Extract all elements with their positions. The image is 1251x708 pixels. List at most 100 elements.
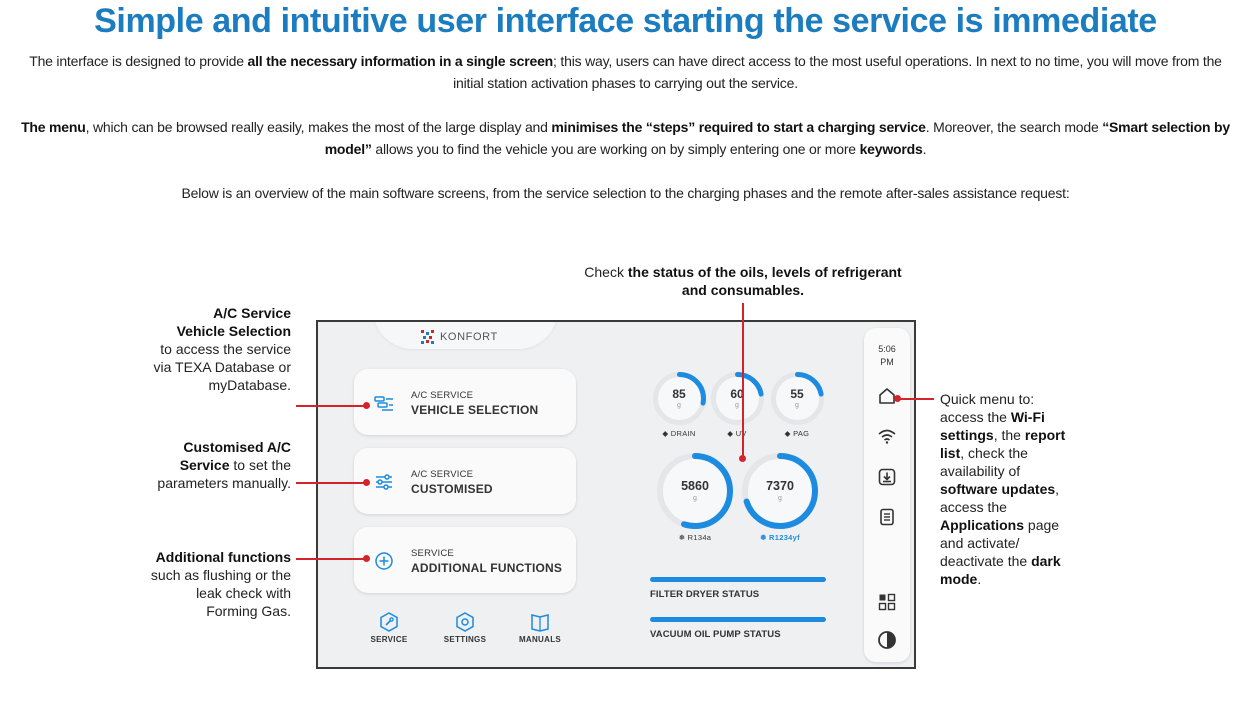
manuals-nav-label: MANUALS <box>518 635 562 644</box>
big-gauge-unit: g <box>778 495 782 503</box>
big-gauge: 7370 g <box>740 451 820 531</box>
download-update-icon[interactable] <box>877 467 897 487</box>
additional-functions-card[interactable]: SERVICE ADDITIONAL FUNCTIONS <box>354 527 576 593</box>
big-gauge-ring <box>742 453 818 529</box>
vacuum-oil-pump-status-label: VACUUM OIL PUMP STATUS <box>650 629 781 640</box>
gauge-fill-arc <box>770 371 824 425</box>
big-gauge-ring <box>657 453 733 529</box>
annotation-customised: Customised A/C Service to set the parame… <box>150 438 291 492</box>
dark-mode-icon[interactable] <box>877 630 897 650</box>
vehicle-list-icon <box>374 396 393 411</box>
small-gauge-label: ◆ PAG <box>757 429 837 438</box>
big-gauge-value: 7370 <box>766 479 794 494</box>
konfort-logo-icon <box>421 330 434 344</box>
card-small-label: SERVICE <box>411 548 454 559</box>
applications-grid-icon[interactable] <box>877 592 897 612</box>
manuals-nav-button[interactable]: MANUALS <box>510 612 570 644</box>
wifi-icon[interactable] <box>877 426 897 446</box>
gauge-fill-arc <box>710 371 764 425</box>
annotation-vehicle-title-2: Vehicle Selection <box>176 323 291 339</box>
menu-text-g: keywords <box>859 141 923 157</box>
vacuum-oil-pump-status-bar <box>650 617 826 622</box>
callout-dot-status <box>739 455 746 462</box>
filter-dryer-status-bar <box>650 577 826 582</box>
drop-icon: ◆ <box>784 428 794 438</box>
gauge-fill-arc <box>657 453 733 529</box>
quick-text-g: , access the <box>940 481 1060 515</box>
small-gauge-unit: g <box>795 402 799 410</box>
big-gauge-label: ❅ R134a <box>655 533 735 542</box>
filter-dryer-status-label: FILTER DRYER STATUS <box>650 589 760 600</box>
service-nav-button[interactable]: SERVICE <box>359 612 419 644</box>
brand-name: KONFORT <box>440 331 498 343</box>
quick-text-i: page and activate/ deactivate the <box>940 517 1060 569</box>
overview-paragraph: Below is an overview of the main softwar… <box>181 185 1070 201</box>
clock-time: 5:06 <box>878 344 896 354</box>
annotation-status-text-b: the status of the oils, levels of refrig… <box>627 264 902 298</box>
settings-nav-button[interactable]: SETTINGS <box>435 612 495 644</box>
menu-text-c: minimises the “steps” required to start … <box>551 119 926 135</box>
small-gauge-label-text: DRAIN <box>670 428 696 438</box>
callout-line-status <box>742 303 744 458</box>
snowflake-icon: ❅ <box>678 533 688 542</box>
service-nav-label: SERVICE <box>370 635 408 644</box>
small-gauge-ring <box>770 371 824 425</box>
quick-text-j: dark mode <box>940 553 1061 587</box>
card-big-label: VEHICLE SELECTION <box>411 403 539 417</box>
settings-nav-label: SETTINGS <box>443 635 487 644</box>
menu-text-b: , which can be browsed really easily, ma… <box>85 119 552 135</box>
quick-menu: 5:06 PM <box>864 328 910 662</box>
home-icon[interactable] <box>877 386 897 406</box>
drop-icon: ◆ <box>727 428 736 438</box>
callout-dot-customised <box>363 479 370 486</box>
vehicle-selection-card[interactable]: A/C SERVICE VEHICLE SELECTION <box>354 369 576 435</box>
small-gauge-unit: g <box>735 402 739 410</box>
intro-text-a: The interface is designed to provide <box>29 53 248 69</box>
report-list-icon[interactable] <box>877 507 897 527</box>
big-gauge-unit: g <box>693 495 697 503</box>
clock-ampm: PM <box>880 357 894 367</box>
small-gauge-value: 85 <box>672 386 686 401</box>
customised-card[interactable]: A/C SERVICE CUSTOMISED <box>354 448 576 514</box>
small-gauge-ring <box>710 371 764 425</box>
small-gauge-label: ◆ DRAIN <box>639 429 719 438</box>
menu-text-a: The menu <box>21 119 86 135</box>
small-gauge: 55 g <box>769 370 826 427</box>
small-gauge: 60 g <box>709 370 766 427</box>
menu-text-d: . Moreover, the search mode <box>925 119 1103 135</box>
quick-text-e: , check the availability of <box>940 445 1028 479</box>
big-gauge: 5860 g <box>655 451 735 531</box>
small-gauge-ring <box>652 371 706 425</box>
big-gauge-label-text: R134a <box>687 533 712 542</box>
gauge-fill-arc <box>652 371 706 425</box>
annotation-vehicle-text: to access the service via TEXA Database … <box>153 341 291 393</box>
annotation-additional-title: Additional functions <box>155 549 291 565</box>
brand-logo: KONFORT <box>420 329 498 345</box>
annotation-status: Check the status of the oils, levels of … <box>578 263 908 299</box>
annotation-vehicle-title-1: A/C Service <box>213 305 291 321</box>
quick-text-c: , the <box>993 427 1025 443</box>
small-gauge: 85 g <box>651 370 708 427</box>
annotation-vehicle-selection: A/C Service Vehicle Selection to access … <box>150 304 291 394</box>
small-gauge-label-text: UV <box>736 429 747 438</box>
quick-text-b: Wi-Fi settings <box>940 409 1045 443</box>
card-big-label: CUSTOMISED <box>411 482 493 496</box>
annotation-additional-text: such as flushing or the leak check with … <box>150 567 291 619</box>
callout-line-customised <box>296 482 366 484</box>
settings-icon <box>456 612 474 632</box>
manual-book-icon <box>531 614 549 632</box>
small-gauge-value: 55 <box>790 386 804 401</box>
intro-paragraph: The interface is designed to provide all… <box>20 50 1231 94</box>
quick-text-f: software updates <box>940 481 1056 497</box>
card-small-label: A/C SERVICE <box>411 469 474 480</box>
card-small-label: A/C SERVICE <box>411 390 474 401</box>
page-title: Simple and intuitive user interface star… <box>94 2 1157 40</box>
annotation-customised-text: to set the parameters manually. <box>157 457 291 491</box>
annotation-status-text-a: Check <box>584 264 628 280</box>
wrench-icon <box>380 612 398 632</box>
big-gauge-label: ❅ R1234yf <box>740 533 820 542</box>
quick-text-d: report list <box>940 427 1066 461</box>
gauge-fill-arc <box>742 453 818 529</box>
menu-paragraph: The menu, which can be browsed really ea… <box>20 116 1231 160</box>
callout-dot-additional <box>363 555 370 562</box>
